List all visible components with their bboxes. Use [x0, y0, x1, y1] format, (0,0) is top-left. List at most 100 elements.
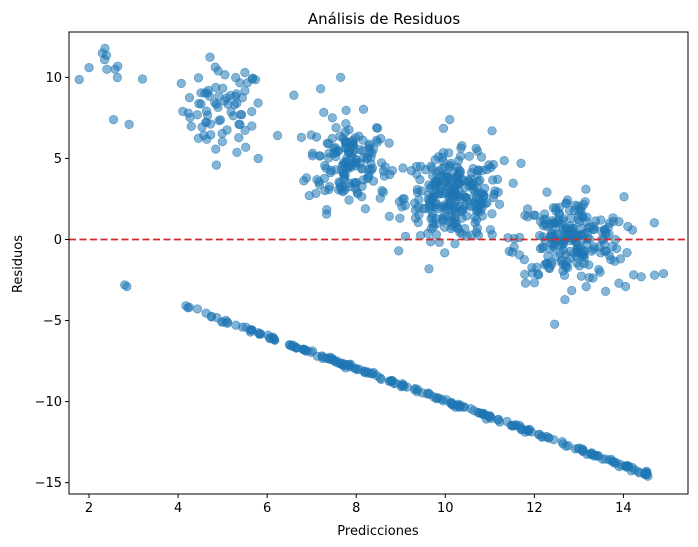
- scatter-point: [379, 171, 390, 181]
- scatter-point: [582, 449, 592, 459]
- scatter-point: [102, 64, 112, 74]
- scatter-point: [622, 248, 632, 258]
- scatter-point: [416, 186, 427, 196]
- scatter-point: [438, 148, 448, 158]
- scatter-point: [542, 187, 552, 197]
- scatter-point: [649, 218, 659, 228]
- scatter-point: [357, 192, 367, 202]
- scatter-point: [372, 371, 382, 381]
- scatter-point: [416, 161, 426, 171]
- scatter-point: [222, 125, 232, 135]
- scatter-point: [315, 151, 325, 161]
- scatter-point: [354, 131, 364, 141]
- scatter-point: [450, 206, 460, 216]
- scatter-point: [376, 158, 387, 168]
- scatter-point: [84, 63, 94, 73]
- scatter-point: [464, 151, 474, 161]
- y-tick-label: −5: [43, 314, 62, 329]
- scatter-point: [450, 182, 460, 192]
- scatter-point: [322, 209, 332, 219]
- scatter-point: [417, 388, 428, 398]
- scatter-point: [581, 184, 591, 194]
- scatter-point: [452, 222, 462, 232]
- scatter-point: [410, 205, 421, 215]
- scatter-point: [181, 301, 191, 311]
- scatter-point: [311, 188, 321, 199]
- scatter-point: [455, 400, 466, 411]
- scatter-point: [487, 126, 497, 136]
- scatter-point: [561, 262, 571, 272]
- scatter-point: [211, 160, 222, 170]
- scatter-point: [201, 106, 212, 116]
- scatter-point: [494, 199, 505, 209]
- scatter-point: [614, 217, 624, 227]
- scatter-point: [248, 73, 258, 83]
- scatter-point: [184, 93, 195, 103]
- scatter-point: [643, 471, 653, 481]
- scatter-point: [452, 171, 462, 181]
- scatter-point: [438, 123, 449, 133]
- x-tick-label: 2: [85, 501, 93, 516]
- scatter-point: [515, 232, 525, 243]
- scatter-point: [247, 106, 257, 117]
- scatter-point: [499, 156, 509, 166]
- scatter-point: [523, 212, 533, 222]
- scatter-point: [555, 248, 565, 258]
- scatter-point: [327, 353, 337, 364]
- scatter-point: [253, 153, 263, 164]
- scatter-point: [569, 248, 579, 258]
- points-layer: [74, 43, 669, 481]
- scatter-point: [210, 98, 220, 108]
- scatter-point: [324, 153, 334, 163]
- scatter-point: [581, 282, 591, 292]
- scatter-point: [360, 204, 371, 214]
- scatter-point: [341, 105, 351, 115]
- scatter-point: [441, 395, 452, 405]
- scatter-point: [412, 169, 422, 179]
- scatter-point: [526, 427, 537, 437]
- scatter-point: [426, 161, 436, 171]
- scatter-point: [234, 119, 244, 129]
- scatter-point: [540, 219, 550, 229]
- scatter-point: [487, 230, 497, 240]
- scatter-point: [222, 93, 232, 103]
- scatter-point: [356, 164, 367, 174]
- scatter-point: [565, 235, 575, 246]
- scatter-point: [534, 429, 545, 440]
- scatter-point: [508, 178, 518, 188]
- scatter-point: [426, 196, 436, 206]
- scatter-point: [301, 173, 312, 183]
- scatter-point: [586, 246, 597, 256]
- scatter-point: [619, 192, 629, 202]
- scatter-point: [487, 209, 497, 219]
- scatter-point: [473, 230, 484, 241]
- scatter-point: [247, 325, 257, 335]
- scatter-point: [428, 222, 439, 232]
- scatter-point: [319, 107, 329, 117]
- y-tick-label: 10: [45, 71, 62, 86]
- scatter-point: [344, 195, 354, 205]
- chart-title: Análisis de Residuos: [308, 10, 461, 28]
- scatter-point: [272, 130, 283, 141]
- scatter-point: [434, 166, 444, 176]
- x-axis-label: Predicciones: [337, 524, 419, 539]
- scatter-point: [445, 114, 455, 125]
- scatter-point: [183, 108, 193, 118]
- scatter-point: [584, 273, 594, 283]
- scatter-point: [325, 167, 336, 178]
- x-tick-label: 12: [526, 501, 543, 516]
- scatter-point: [563, 441, 573, 451]
- scatter-point: [560, 295, 570, 305]
- scatter-point: [476, 152, 487, 162]
- scatter-point: [452, 162, 462, 172]
- scatter-point: [108, 114, 119, 125]
- scatter-point: [442, 171, 452, 181]
- scatter-point: [549, 435, 559, 445]
- scatter-point: [529, 278, 540, 288]
- scatter-point: [384, 138, 394, 148]
- scatter-point: [176, 78, 186, 89]
- scatter-point: [543, 251, 553, 261]
- scatter-point: [384, 211, 394, 221]
- scatter-point: [395, 213, 405, 223]
